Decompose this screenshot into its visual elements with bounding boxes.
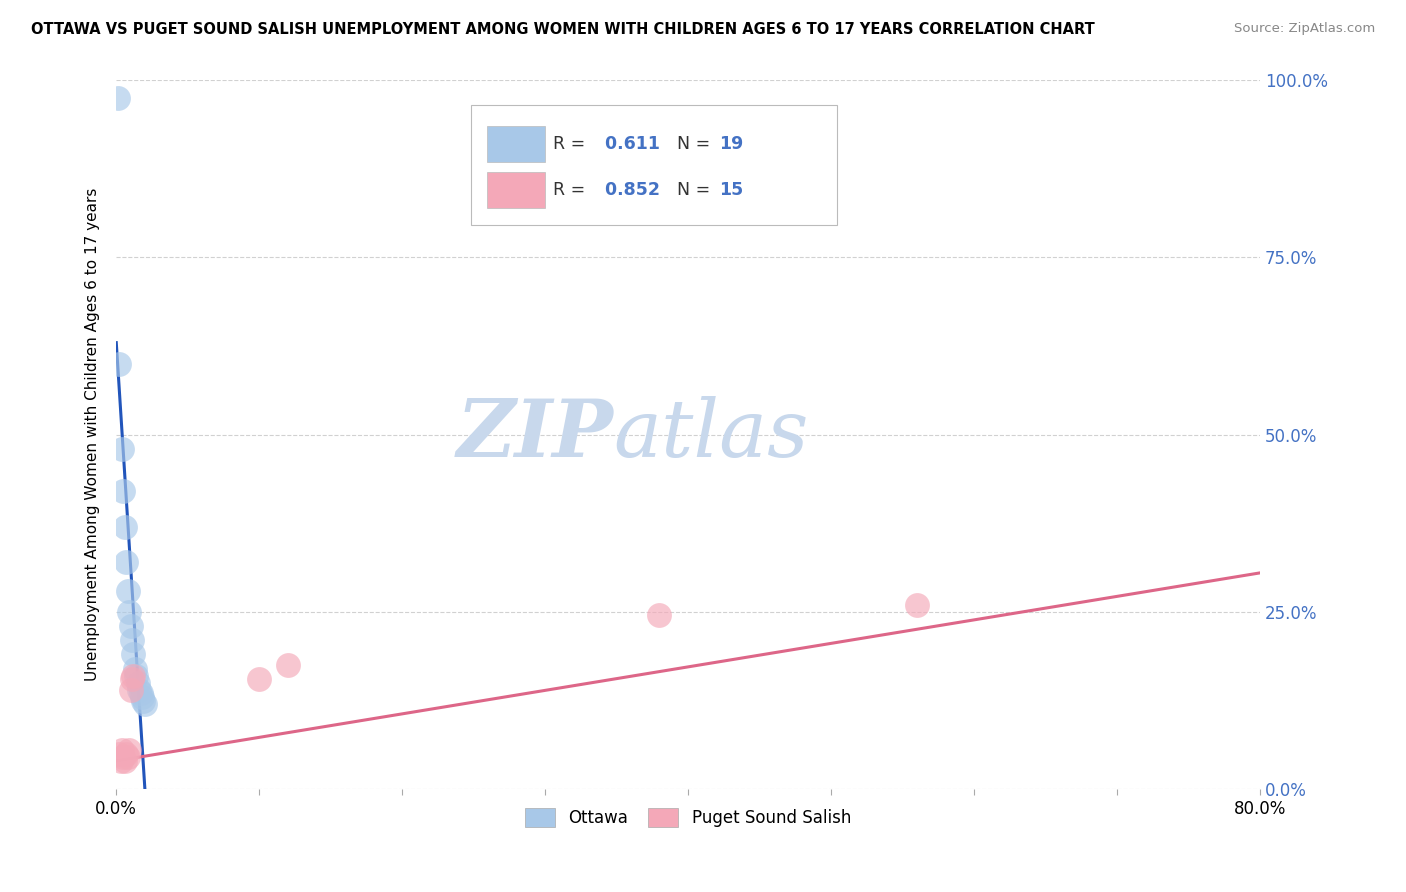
Text: N =: N =: [676, 181, 716, 199]
Point: [118, 605, 141, 619]
Point: [124, 662, 146, 676]
Text: atlas: atlas: [614, 396, 808, 474]
Point: [118, 743, 141, 757]
Point: [115, 555, 138, 569]
Point: [117, 750, 139, 764]
Point: [112, 750, 135, 764]
Point: [132, 693, 155, 707]
Point: [128, 682, 150, 697]
Point: [114, 520, 136, 534]
Point: [905, 598, 928, 612]
Text: 15: 15: [718, 181, 744, 199]
Point: [107, 91, 129, 105]
Text: R =: R =: [553, 181, 591, 199]
Text: Source: ZipAtlas.com: Source: ZipAtlas.com: [1234, 22, 1375, 36]
Point: [120, 682, 142, 697]
Point: [122, 669, 145, 683]
Point: [115, 747, 138, 761]
Point: [111, 743, 134, 757]
Point: [131, 690, 153, 704]
Text: OTTAWA VS PUGET SOUND SALISH UNEMPLOYMENT AMONG WOMEN WITH CHILDREN AGES 6 TO 17: OTTAWA VS PUGET SOUND SALISH UNEMPLOYMEN…: [31, 22, 1095, 37]
Point: [648, 608, 671, 623]
Legend: Ottawa, Puget Sound Salish: Ottawa, Puget Sound Salish: [519, 802, 858, 834]
Point: [121, 673, 143, 687]
Point: [108, 747, 131, 761]
Point: [120, 619, 142, 633]
Point: [108, 357, 131, 371]
Point: [277, 658, 299, 673]
FancyBboxPatch shape: [486, 126, 546, 161]
Point: [247, 673, 270, 687]
Point: [112, 484, 135, 499]
Text: 0.611: 0.611: [599, 135, 659, 153]
Text: 19: 19: [718, 135, 744, 153]
Point: [125, 669, 148, 683]
Point: [111, 442, 134, 456]
Point: [129, 686, 152, 700]
Point: [117, 583, 139, 598]
Point: [110, 754, 132, 768]
Point: [122, 648, 145, 662]
Y-axis label: Unemployment Among Women with Children Ages 6 to 17 years: Unemployment Among Women with Children A…: [86, 188, 100, 681]
Text: R =: R =: [553, 135, 591, 153]
Point: [127, 676, 149, 690]
Point: [114, 754, 136, 768]
FancyBboxPatch shape: [471, 104, 837, 226]
Text: 0.852: 0.852: [599, 181, 659, 199]
Point: [134, 697, 156, 711]
Point: [121, 633, 143, 648]
Text: ZIP: ZIP: [457, 396, 614, 474]
FancyBboxPatch shape: [486, 172, 546, 208]
Text: N =: N =: [676, 135, 716, 153]
